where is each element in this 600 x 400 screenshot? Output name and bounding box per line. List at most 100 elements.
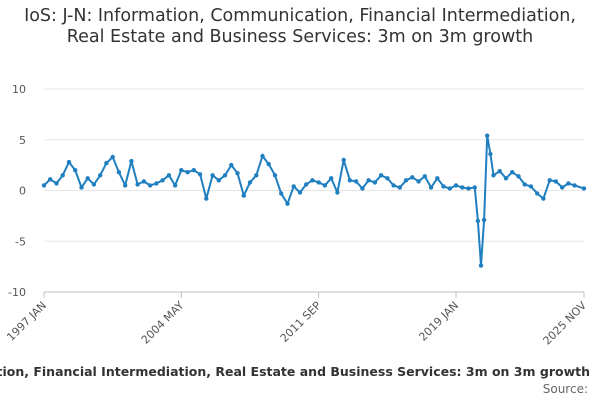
data-point	[210, 173, 215, 178]
data-point	[66, 159, 72, 165]
data-point	[481, 217, 487, 223]
data-point	[116, 170, 122, 175]
data-point	[560, 185, 565, 190]
data-point	[566, 181, 571, 186]
series-line	[43, 134, 585, 267]
data-point	[435, 176, 440, 181]
data-point	[154, 181, 159, 186]
data-point	[510, 170, 515, 175]
data-point	[347, 178, 353, 183]
data-point	[410, 175, 415, 180]
grid-lines	[44, 88, 584, 293]
x-tick-label: 2025 NOV	[541, 299, 590, 348]
data-point	[475, 218, 481, 224]
data-point	[291, 184, 296, 189]
data-point	[160, 178, 165, 183]
data-point	[478, 263, 484, 268]
data-point	[135, 182, 140, 187]
data-point	[104, 160, 109, 166]
data-point	[166, 173, 172, 178]
data-point	[297, 190, 303, 195]
data-point	[341, 157, 346, 163]
data-point	[422, 174, 427, 179]
source-label: Source:	[542, 382, 588, 396]
data-point	[535, 191, 540, 196]
data-point	[48, 177, 53, 182]
data-point	[516, 174, 521, 179]
data-point	[304, 182, 309, 187]
legend: IoS: J-N: Information, Communication, Fi…	[0, 364, 590, 384]
data-point	[123, 183, 128, 188]
data-point	[335, 190, 340, 195]
data-point	[316, 180, 321, 185]
data-point	[91, 182, 97, 187]
y-tick-label: 0	[19, 185, 26, 198]
data-point	[522, 182, 527, 187]
data-point	[129, 158, 134, 164]
y-axis-ticks: 10 5 0 -5 -10	[8, 83, 26, 299]
y-tick-label: 5	[19, 134, 26, 147]
data-point	[397, 185, 402, 190]
data-point	[503, 176, 509, 181]
data-point	[366, 178, 371, 183]
data-point	[147, 183, 153, 188]
data-point	[179, 168, 184, 173]
data-point	[453, 183, 459, 188]
data-point	[416, 179, 421, 184]
y-tick-label: -10	[8, 286, 26, 299]
data-point	[547, 178, 552, 183]
x-tick-label: 2004 MAY	[139, 299, 187, 347]
chart-title: IoS: J-N: Information, Communication, Fi…	[24, 6, 576, 47]
data-point	[235, 171, 240, 176]
data-point	[285, 201, 290, 206]
data-point	[553, 179, 559, 184]
data-point	[441, 184, 446, 189]
data-point	[172, 183, 178, 188]
data-point	[581, 186, 587, 191]
data-point	[466, 186, 471, 191]
data-point	[428, 185, 434, 190]
data-point	[360, 186, 365, 191]
data-point	[447, 186, 452, 191]
data-point	[353, 179, 359, 184]
data-point	[54, 181, 59, 186]
data-point	[216, 178, 221, 183]
data-point	[488, 151, 493, 157]
data-point	[385, 176, 390, 181]
data-point	[247, 180, 253, 185]
data-point	[204, 196, 209, 201]
data-point	[79, 185, 84, 190]
x-tick-label: 2011 SEP	[278, 299, 324, 345]
data-point	[329, 176, 334, 181]
data-point	[310, 178, 315, 183]
data-point	[372, 180, 378, 185]
data-point	[485, 133, 490, 138]
y-tick-label: 10	[12, 83, 26, 96]
data-point	[378, 173, 384, 178]
data-point	[403, 178, 409, 183]
data-point	[528, 184, 534, 189]
data-point	[191, 168, 196, 173]
data-point	[497, 169, 502, 174]
data-point	[110, 154, 115, 160]
data-point	[98, 173, 103, 178]
data-point	[572, 183, 577, 188]
data-point	[541, 196, 546, 201]
data-point	[491, 173, 496, 178]
data-point	[85, 176, 90, 181]
data-point	[141, 179, 147, 184]
data-point	[197, 172, 203, 177]
data-point	[254, 173, 259, 178]
data-point	[260, 153, 265, 159]
x-axis-ticks: 1997 JAN 2004 MAY 2011 SEP 2019 JAN 2025 NOV	[4, 292, 589, 348]
data-point	[472, 185, 477, 190]
series-group	[41, 133, 587, 268]
data-point	[391, 183, 396, 188]
y-tick-label: -5	[15, 235, 26, 248]
data-point	[279, 191, 284, 196]
data-point	[73, 168, 78, 173]
data-point	[222, 173, 228, 178]
legend-entry: IoS: J-N: Information, Communication, Fi…	[0, 364, 590, 379]
data-point	[266, 161, 271, 167]
